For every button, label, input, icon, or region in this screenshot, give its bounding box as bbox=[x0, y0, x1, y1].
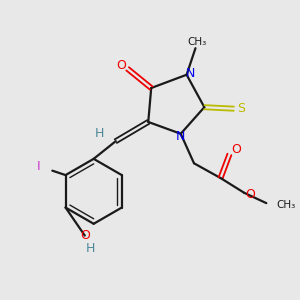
Text: O: O bbox=[246, 188, 256, 201]
Text: N: N bbox=[176, 130, 185, 142]
Text: N: N bbox=[185, 67, 195, 80]
Text: O: O bbox=[116, 59, 126, 72]
Text: H: H bbox=[86, 242, 95, 255]
Text: O: O bbox=[80, 229, 90, 242]
Text: CH₃: CH₃ bbox=[277, 200, 296, 210]
Text: H: H bbox=[95, 127, 104, 140]
Text: O: O bbox=[231, 142, 241, 156]
Text: S: S bbox=[237, 102, 245, 115]
Text: CH₃: CH₃ bbox=[187, 37, 207, 47]
Text: I: I bbox=[37, 160, 40, 173]
